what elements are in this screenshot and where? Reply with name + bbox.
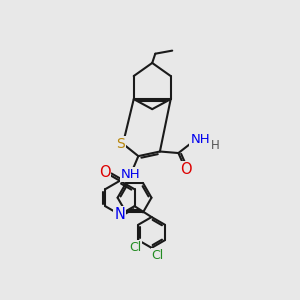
Text: O: O xyxy=(99,165,110,180)
Text: S: S xyxy=(116,137,125,151)
Text: O: O xyxy=(180,163,192,178)
Text: NH₂: NH₂ xyxy=(190,133,215,146)
Text: NH: NH xyxy=(121,168,140,181)
Text: N: N xyxy=(114,207,125,222)
Text: Cl: Cl xyxy=(129,242,141,254)
Text: Cl: Cl xyxy=(152,249,164,262)
Text: H: H xyxy=(211,139,220,152)
